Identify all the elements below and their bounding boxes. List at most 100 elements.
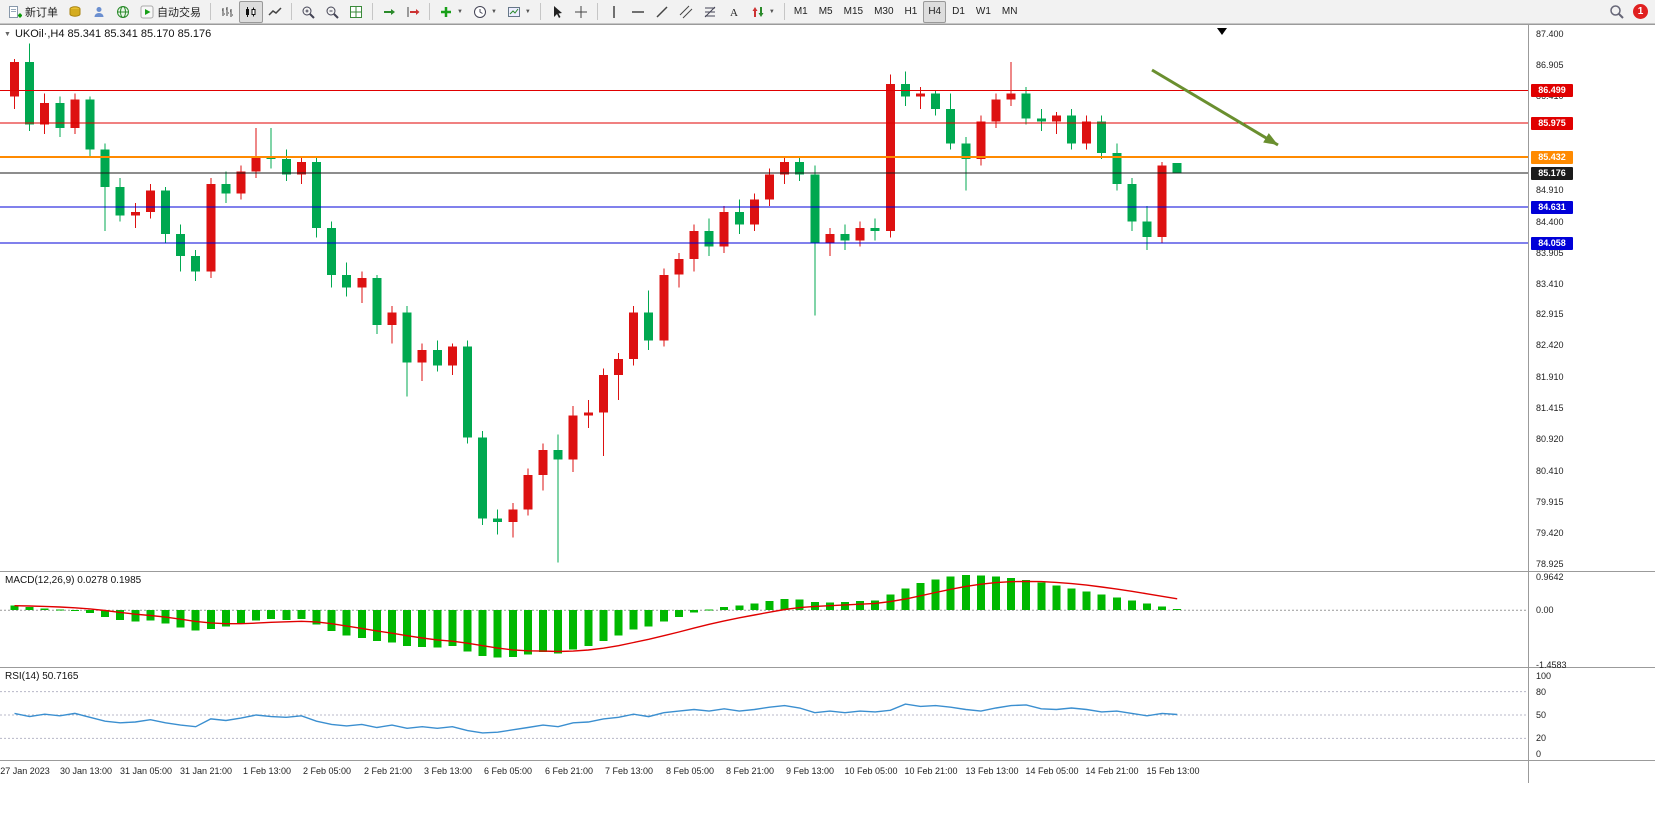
axis-label: 0.00 bbox=[1536, 605, 1554, 615]
candlestick-icon bbox=[244, 5, 258, 19]
timeframe-D1-button[interactable]: D1 bbox=[952, 6, 965, 17]
chart-shift-button[interactable] bbox=[401, 1, 425, 23]
horizontal-line-tool-button[interactable] bbox=[626, 1, 650, 23]
axis-label: 83.410 bbox=[1536, 279, 1564, 289]
bar-chart-button[interactable] bbox=[215, 1, 239, 23]
chart-shift-marker[interactable] bbox=[1217, 28, 1227, 35]
zoom-in-button[interactable] bbox=[296, 1, 320, 23]
time-label: 6 Feb 05:00 bbox=[483, 766, 533, 776]
autotrading-button[interactable]: 自动交易 bbox=[135, 1, 206, 23]
price-tag: 86.499 bbox=[1531, 84, 1573, 97]
chevron-down-icon: ▼ bbox=[490, 8, 497, 15]
timeframe-H4-button[interactable]: H4 bbox=[923, 0, 947, 23]
symbol-dropdown-icon[interactable]: ▼ bbox=[4, 30, 11, 38]
time-label: 2 Feb 05:00 bbox=[302, 766, 352, 776]
price-tag: 84.058 bbox=[1531, 237, 1573, 250]
toolbar-separator bbox=[372, 3, 373, 20]
price-chart[interactable] bbox=[0, 25, 1528, 573]
symbol-info[interactable]: ▼ UKOil·,H4 85.341 85.341 85.170 85.176 bbox=[4, 28, 211, 40]
web-button[interactable] bbox=[111, 1, 135, 23]
axis-label: 80 bbox=[1536, 687, 1547, 697]
vertical-line-icon bbox=[607, 5, 621, 19]
axis-label: 20 bbox=[1536, 733, 1547, 743]
chevron-down-icon: ▼ bbox=[768, 8, 775, 15]
price-tag: 84.631 bbox=[1531, 201, 1573, 214]
time-label: 8 Feb 21:00 bbox=[725, 766, 775, 776]
crosshair-icon bbox=[574, 5, 588, 19]
new-order-icon bbox=[8, 5, 22, 19]
auto-scroll-icon bbox=[382, 5, 396, 19]
time-label: 14 Feb 21:00 bbox=[1085, 766, 1139, 776]
timeframe-H1-button[interactable]: H1 bbox=[904, 6, 918, 17]
axis-label: 79.420 bbox=[1536, 528, 1564, 538]
zoom-out-button[interactable] bbox=[320, 1, 344, 23]
axis-label: 83.905 bbox=[1536, 248, 1564, 258]
horizontal-lines-layer bbox=[0, 89, 1528, 244]
time-label: 10 Feb 21:00 bbox=[904, 766, 958, 776]
indicators-button[interactable]: ▼ bbox=[434, 1, 468, 23]
axis-label: 50 bbox=[1536, 710, 1547, 720]
chart-shift-icon bbox=[406, 5, 420, 19]
axis-label: 0.9642 bbox=[1536, 572, 1564, 582]
timeframe-M15-button[interactable]: M15 bbox=[843, 6, 864, 17]
time-label: 27 Jan 2023 bbox=[0, 766, 50, 776]
rsi-line bbox=[14, 703, 1178, 734]
time-label: 6 Feb 21:00 bbox=[544, 766, 594, 776]
axis-label: 81.910 bbox=[1536, 372, 1564, 382]
new-order-label: 新订单 bbox=[25, 6, 58, 19]
text-tool-icon: A bbox=[727, 5, 741, 19]
cursor-tool-button[interactable] bbox=[545, 1, 569, 23]
macd-axis[interactable]: 0.9642 0.00 -1.4583 bbox=[1528, 572, 1655, 670]
annotation-arrow[interactable] bbox=[1151, 68, 1279, 147]
channel-tool-button[interactable] bbox=[674, 1, 698, 23]
search-button[interactable] bbox=[1604, 1, 1629, 23]
channel-icon bbox=[679, 5, 693, 19]
timeframe-M5-button[interactable]: M5 bbox=[818, 6, 833, 17]
annotation-arrowhead bbox=[1263, 133, 1278, 145]
profile-button[interactable] bbox=[87, 1, 111, 23]
time-axis[interactable]: 27 Jan 2023 30 Jan 13:00 31 Jan 05:00 31 Ja… bbox=[0, 761, 1655, 783]
new-order-button[interactable]: 新订单 bbox=[3, 1, 63, 23]
toolbar-separator bbox=[539, 3, 541, 20]
time-label: 31 Jan 05:00 bbox=[119, 766, 173, 776]
crosshair-tool-button[interactable] bbox=[569, 1, 593, 23]
periods-clock-icon bbox=[473, 5, 487, 19]
notification-badge[interactable]: 1 bbox=[1633, 4, 1648, 19]
rsi-chart[interactable] bbox=[0, 668, 1528, 760]
axis-label: 84.400 bbox=[1536, 217, 1564, 227]
toolbar-separator bbox=[210, 3, 211, 20]
timeframe-MN-button[interactable]: MN bbox=[1001, 6, 1018, 17]
horizontal-line-icon bbox=[631, 5, 645, 19]
macd-signal-line bbox=[14, 580, 1178, 653]
main-toolbar: 新订单 自动交易 bbox=[0, 0, 1655, 24]
timeframe-W1-button[interactable]: W1 bbox=[975, 6, 991, 17]
time-label: 9 Feb 13:00 bbox=[785, 766, 835, 776]
macd-label: MACD(12,26,9) 0.0278 0.1985 bbox=[5, 575, 142, 586]
fibonacci-tool-button[interactable] bbox=[698, 1, 722, 23]
timeframe-M30-button[interactable]: M30 bbox=[874, 6, 894, 17]
time-label: 31 Jan 21:00 bbox=[179, 766, 233, 776]
text-tool-button[interactable]: A bbox=[722, 1, 746, 23]
search-icon bbox=[1609, 4, 1624, 19]
macd-panel: MACD(12,26,9) 0.0278 0.1985 0.9642 0.00 -1… bbox=[0, 572, 1655, 670]
candlestick-chart-button[interactable] bbox=[239, 0, 263, 23]
vertical-line-tool-button[interactable] bbox=[602, 1, 626, 23]
arrows-tool-button[interactable]: ▼ bbox=[746, 1, 780, 23]
template-icon bbox=[507, 5, 521, 19]
accounts-button[interactable] bbox=[63, 1, 87, 23]
timeframe-M1-button[interactable]: M1 bbox=[793, 6, 808, 17]
templates-button[interactable]: ▼ bbox=[502, 1, 536, 23]
svg-text:A: A bbox=[730, 7, 738, 19]
tile-windows-button[interactable] bbox=[344, 1, 368, 23]
line-chart-button[interactable] bbox=[263, 1, 287, 23]
macd-chart[interactable] bbox=[0, 572, 1528, 667]
trendline-tool-button[interactable] bbox=[650, 1, 674, 23]
rsi-axis[interactable]: 100 80 50 20 0 bbox=[1528, 668, 1655, 760]
price-axis[interactable]: 87.40086.90586.41085.91085.42084.91084.4… bbox=[1528, 25, 1655, 571]
periods-button[interactable]: ▼ bbox=[468, 1, 502, 23]
auto-scroll-button[interactable] bbox=[377, 1, 401, 23]
timeframe-toolbar: M1 M5 M15 M30 H1 H4 D1 W1 MN bbox=[789, 0, 1023, 23]
candlesticks-layer bbox=[10, 43, 1182, 563]
axis-divider bbox=[1528, 761, 1529, 783]
zoom-in-icon bbox=[301, 5, 315, 19]
